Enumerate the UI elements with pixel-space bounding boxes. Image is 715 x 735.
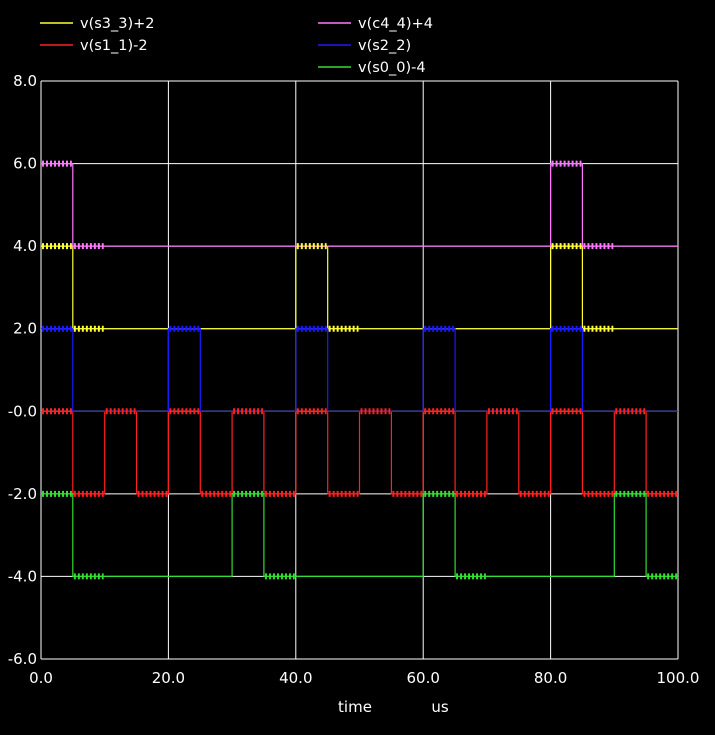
- y-tick-label: 6.0: [13, 155, 37, 173]
- y-tick-label: 2.0: [13, 320, 37, 338]
- series-line-1: [41, 410, 678, 495]
- x-tick-labels: 0.0 20.0 40.0 60.0 80.0 100.0: [29, 669, 699, 687]
- legend: v(s3_3)+2 v(s1_1)-2 v(c4_4)+4 v(s2_2) v(s0_0…: [40, 16, 433, 76]
- legend-label: v(s2_2): [358, 38, 411, 54]
- legend-label: v(s0_0)-4: [358, 60, 426, 76]
- x-axis-label: time: [338, 698, 372, 716]
- y-tick-label: 4.0: [13, 237, 37, 255]
- y-tick-label: 8.0: [13, 72, 37, 90]
- x-tick-label: 0.0: [29, 669, 53, 687]
- series-line-0: [41, 245, 678, 330]
- x-axis-unit: us: [431, 698, 449, 716]
- y-tick-label: -4.0: [8, 567, 37, 585]
- series-line-3: [41, 328, 678, 412]
- x-tick-label: 40.0: [279, 669, 312, 687]
- ripple-layer: [42, 160, 677, 580]
- y-tick-label: -2.0: [8, 485, 37, 503]
- x-tick-label: 80.0: [534, 669, 567, 687]
- x-tick-label: 20.0: [152, 669, 185, 687]
- y-tick-label: -6.0: [8, 650, 37, 668]
- y-tick-label: -0.0: [8, 402, 37, 420]
- series-layer: [41, 163, 678, 578]
- y-tick-labels: 8.0 6.0 4.0 2.0 -0.0 -2.0 -4.0 -6.0: [8, 72, 37, 668]
- x-tick-label: 60.0: [406, 669, 439, 687]
- legend-label: v(s1_1)-2: [80, 38, 148, 54]
- x-tick-label: 100.0: [657, 669, 700, 687]
- series-line-2: [41, 163, 678, 247]
- legend-label: v(s3_3)+2: [80, 16, 155, 32]
- legend-label: v(c4_4)+4: [358, 16, 433, 32]
- series-line-4: [41, 493, 678, 578]
